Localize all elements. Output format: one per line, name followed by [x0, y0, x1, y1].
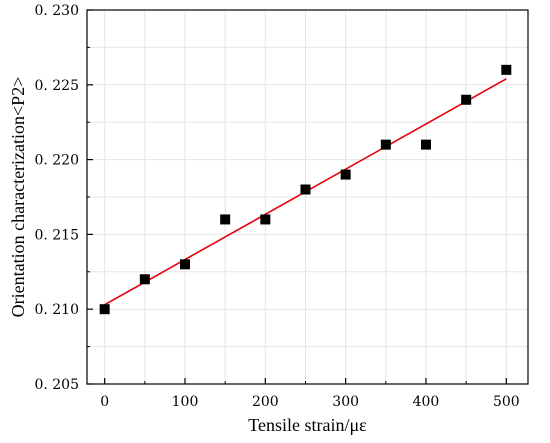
- x-tick-label: 400: [413, 394, 440, 410]
- x-tick-label: 0: [100, 394, 109, 410]
- y-axis-title: Orientation characterization<P2>: [8, 77, 28, 318]
- ticks-layer: 0 100 200 300 400 500 0. 205 0. 210 0. 215 0. 220…: [34, 3, 519, 410]
- data-point: [501, 64, 512, 75]
- grid: [87, 9, 528, 385]
- y-tick-label: 0. 225: [34, 78, 79, 94]
- data-point: [180, 259, 190, 270]
- data-point: [260, 214, 271, 225]
- y-tick-label: 0. 205: [34, 377, 79, 393]
- data-point: [300, 184, 311, 195]
- data-point: [99, 304, 110, 315]
- x-tick-label: 300: [332, 394, 359, 410]
- y-tick-label: 0. 210: [34, 302, 79, 318]
- points-layer: [99, 64, 512, 315]
- y-tick-label: 0. 215: [34, 227, 79, 243]
- x-tick-label: 500: [493, 394, 520, 410]
- y-tick-label: 0. 220: [34, 153, 79, 169]
- data-point: [220, 214, 231, 225]
- x-tick-label: 200: [252, 394, 279, 410]
- x-tick-label: 100: [172, 394, 199, 410]
- x-axis-title: Tensile strain/με: [248, 415, 367, 435]
- data-point: [139, 274, 150, 285]
- data-point: [380, 139, 391, 150]
- data-point: [420, 139, 431, 150]
- y-tick-label: 0. 230: [34, 3, 79, 19]
- data-point: [340, 169, 351, 180]
- data-point: [461, 94, 472, 105]
